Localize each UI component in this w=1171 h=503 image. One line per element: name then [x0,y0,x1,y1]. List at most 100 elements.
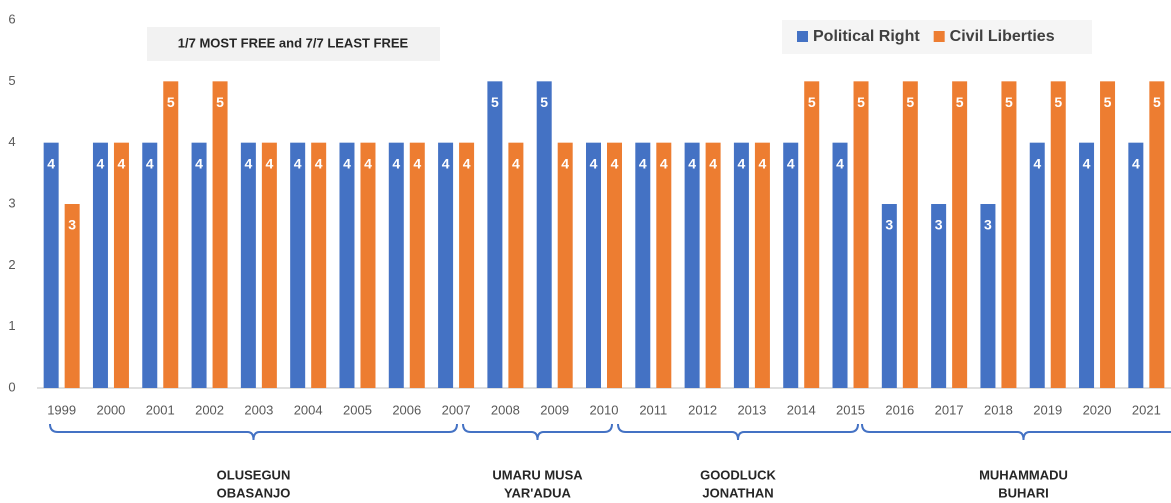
bar [1128,142,1144,388]
bar [92,142,108,388]
bar [635,142,651,388]
data-label: 5 [491,94,499,110]
president-name: YAR'ADUA [504,485,572,500]
bar [733,142,749,388]
president-name: OBASANJO [217,485,291,500]
data-label: 4 [244,155,252,171]
data-label: 4 [1033,155,1041,171]
x-tick-label: 2013 [737,402,766,417]
y-tick-label: 2 [8,257,15,272]
bar [656,142,672,388]
data-label: 4 [688,155,696,171]
x-tick-label: 2020 [1083,402,1112,417]
x-tick-label: 2018 [984,402,1013,417]
x-tick-label: 2015 [836,402,865,417]
data-label: 4 [47,155,55,171]
president-name: UMARU MUSA [492,467,583,482]
data-label: 4 [294,155,302,171]
data-label: 4 [364,155,372,171]
data-label: 4 [392,155,400,171]
data-label: 4 [512,155,520,171]
data-label: 5 [857,94,865,110]
bar [1149,81,1165,388]
legend-label: Political Right [813,28,920,45]
bracket [462,423,613,441]
y-tick-label: 0 [8,379,15,394]
bar [311,142,327,388]
data-label: 3 [68,217,76,233]
bar [952,81,968,388]
data-label: 4 [118,155,126,171]
data-label: 5 [906,94,914,110]
bar [931,204,947,388]
y-tick-label: 5 [8,73,15,88]
bar [980,204,996,388]
x-tick-label: 2009 [540,402,569,417]
bar [113,142,129,388]
bar [607,142,622,388]
bar [1079,142,1095,388]
x-tick-label: 2010 [590,402,619,417]
data-label: 4 [709,155,717,171]
data-label: 4 [639,155,647,171]
president-name: OLUSEGUN [217,467,291,482]
bracket [861,423,1171,441]
bar [388,142,404,388]
bar [290,142,306,388]
data-label: 5 [808,94,816,110]
legend-label: Civil Liberties [950,28,1055,45]
annotation-box [147,27,440,61]
bracket [617,423,859,441]
president-name: MUHAMMADU [979,467,1068,482]
x-tick-label: 2021 [1132,402,1161,417]
data-label: 4 [759,155,767,171]
president-name: BUHARI [998,485,1049,500]
bar [902,81,918,388]
data-label: 4 [738,155,746,171]
data-label: 4 [413,155,421,171]
bar [142,142,158,388]
x-tick-label: 2001 [146,402,175,417]
bar [261,142,277,388]
bar [783,142,799,388]
data-label: 4 [611,155,619,171]
x-tick-label: 2005 [343,402,372,417]
data-label: 4 [195,155,203,171]
bar [163,81,179,388]
x-tick-label: 2003 [244,402,273,417]
y-tick-label: 6 [8,11,15,26]
bar [508,142,524,388]
data-label: 5 [956,94,964,110]
data-label: 4 [660,155,668,171]
data-label: 5 [1005,94,1013,110]
legend-swatch [933,31,945,42]
bar [536,81,552,388]
x-tick-label: 2016 [885,402,914,417]
bar [684,142,700,388]
x-tick-label: 2006 [392,402,421,417]
president-name: GOODLUCK [700,467,776,482]
x-tick-label: 2012 [688,402,717,417]
bar [1050,81,1066,388]
data-label: 4 [787,155,795,171]
x-tick-label: 2000 [96,402,125,417]
data-label: 4 [315,155,323,171]
data-label: 4 [590,155,598,171]
data-label: 4 [1132,155,1140,171]
data-label: 4 [442,155,450,171]
x-tick-label: 2017 [935,402,964,417]
bar [360,142,376,388]
legend-swatch [797,31,808,42]
data-label: 4 [265,155,273,171]
data-label: 4 [1083,155,1091,171]
x-tick-label: 2002 [195,402,224,417]
bar [832,142,848,388]
data-label: 5 [1153,94,1161,110]
bar [409,142,425,388]
x-tick-label: 2004 [294,402,323,417]
president-name: JONATHAN [702,485,773,500]
bar [487,81,503,388]
annotation: 1/7 MOST FREE and 7/7 LEAST FREE [178,35,409,50]
